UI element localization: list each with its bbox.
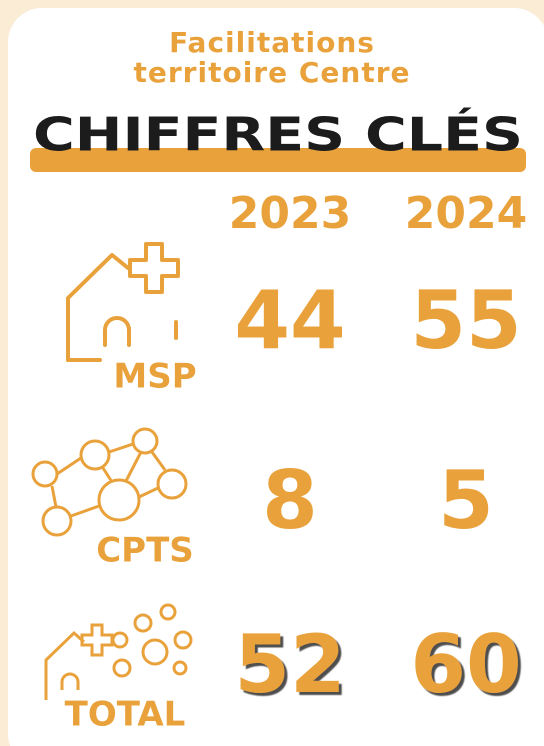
row-value: 44 xyxy=(234,274,345,367)
heading-highlight xyxy=(30,148,526,172)
row-value: 8 xyxy=(262,454,318,547)
row-value: 52 xyxy=(234,618,345,711)
cpts-icon xyxy=(31,427,188,537)
row-value: 60 xyxy=(410,618,521,711)
row-label: MSP xyxy=(113,357,196,397)
year-header: 2024 xyxy=(405,188,527,239)
title-line: territoire Centre xyxy=(133,56,410,89)
card xyxy=(8,8,544,746)
year-header: 2023 xyxy=(229,188,351,239)
msp-icon xyxy=(66,242,180,362)
heading: CHIFFRES CLÉS xyxy=(33,108,523,162)
row-label: TOTAL xyxy=(65,695,186,735)
row-value: 55 xyxy=(410,274,521,367)
title-line: Facilitations xyxy=(169,26,375,59)
row-value: 5 xyxy=(438,454,494,547)
row-label: CPTS xyxy=(96,531,194,571)
total-icon xyxy=(44,603,193,700)
